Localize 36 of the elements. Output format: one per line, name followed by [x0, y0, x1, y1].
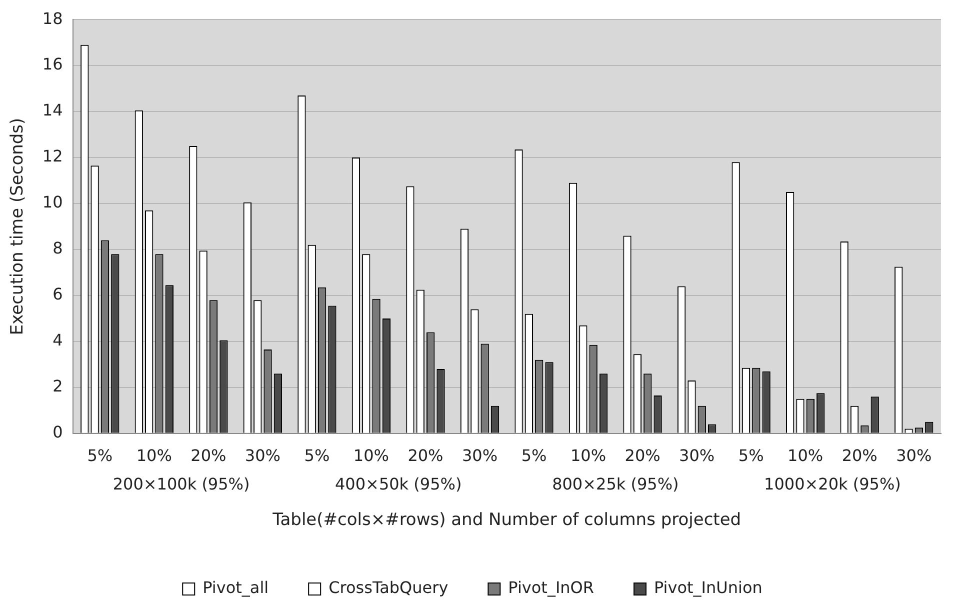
y-tick-label: 2: [52, 376, 63, 396]
text: 1000×20k (95%): [764, 474, 901, 494]
y-tick-label: 0: [52, 422, 63, 442]
x-tick-label: 30%: [896, 446, 932, 466]
x-tick-label: 20%: [408, 446, 444, 466]
x-tick-label: 10%: [788, 446, 824, 466]
y-tick-label: 6: [52, 284, 63, 304]
text: 400×50k (95%): [335, 474, 462, 494]
x-tick-label: 5%: [521, 446, 547, 466]
x-tick-label: 20%: [190, 446, 226, 466]
y-axis-title: Execution time (Seconds): [8, 118, 28, 336]
y-tick-label: 10: [42, 192, 63, 212]
x-axis-title: Table(#cols×#rows) and Number of columns projected: [272, 510, 742, 530]
y-tick-label: 14: [42, 100, 63, 120]
y-tick-label: 18: [42, 8, 63, 28]
y-tick-label: 8: [52, 238, 63, 258]
x-tick-label: 30%: [462, 446, 498, 466]
x-tick-label: 10%: [136, 446, 172, 466]
y-tick-label: 4: [52, 330, 63, 350]
legend-label: Pivot_InUnion: [654, 578, 762, 598]
legend-label: Pivot_InOR: [508, 578, 594, 598]
x-tick-label: 5%: [87, 446, 113, 466]
legend-label: CrossTabQuery: [328, 578, 448, 598]
x-tick-label: 20%: [624, 446, 660, 466]
y-tick-label: 12: [42, 146, 63, 166]
x-tick-label: 30%: [244, 446, 280, 466]
x-tick-label: 5%: [304, 446, 330, 466]
x-tick-label: 10%: [570, 446, 606, 466]
x-tick-label: 10%: [353, 446, 389, 466]
x-tick-label: 5%: [738, 446, 764, 466]
y-tick-label: 16: [42, 54, 63, 74]
text: 200×100k (95%): [112, 474, 250, 494]
legend-label: Pivot_all: [202, 578, 269, 598]
x-tick-label: 30%: [679, 446, 715, 466]
text: 800×25k (95%): [552, 474, 679, 494]
x-tick-label: 20%: [842, 446, 878, 466]
